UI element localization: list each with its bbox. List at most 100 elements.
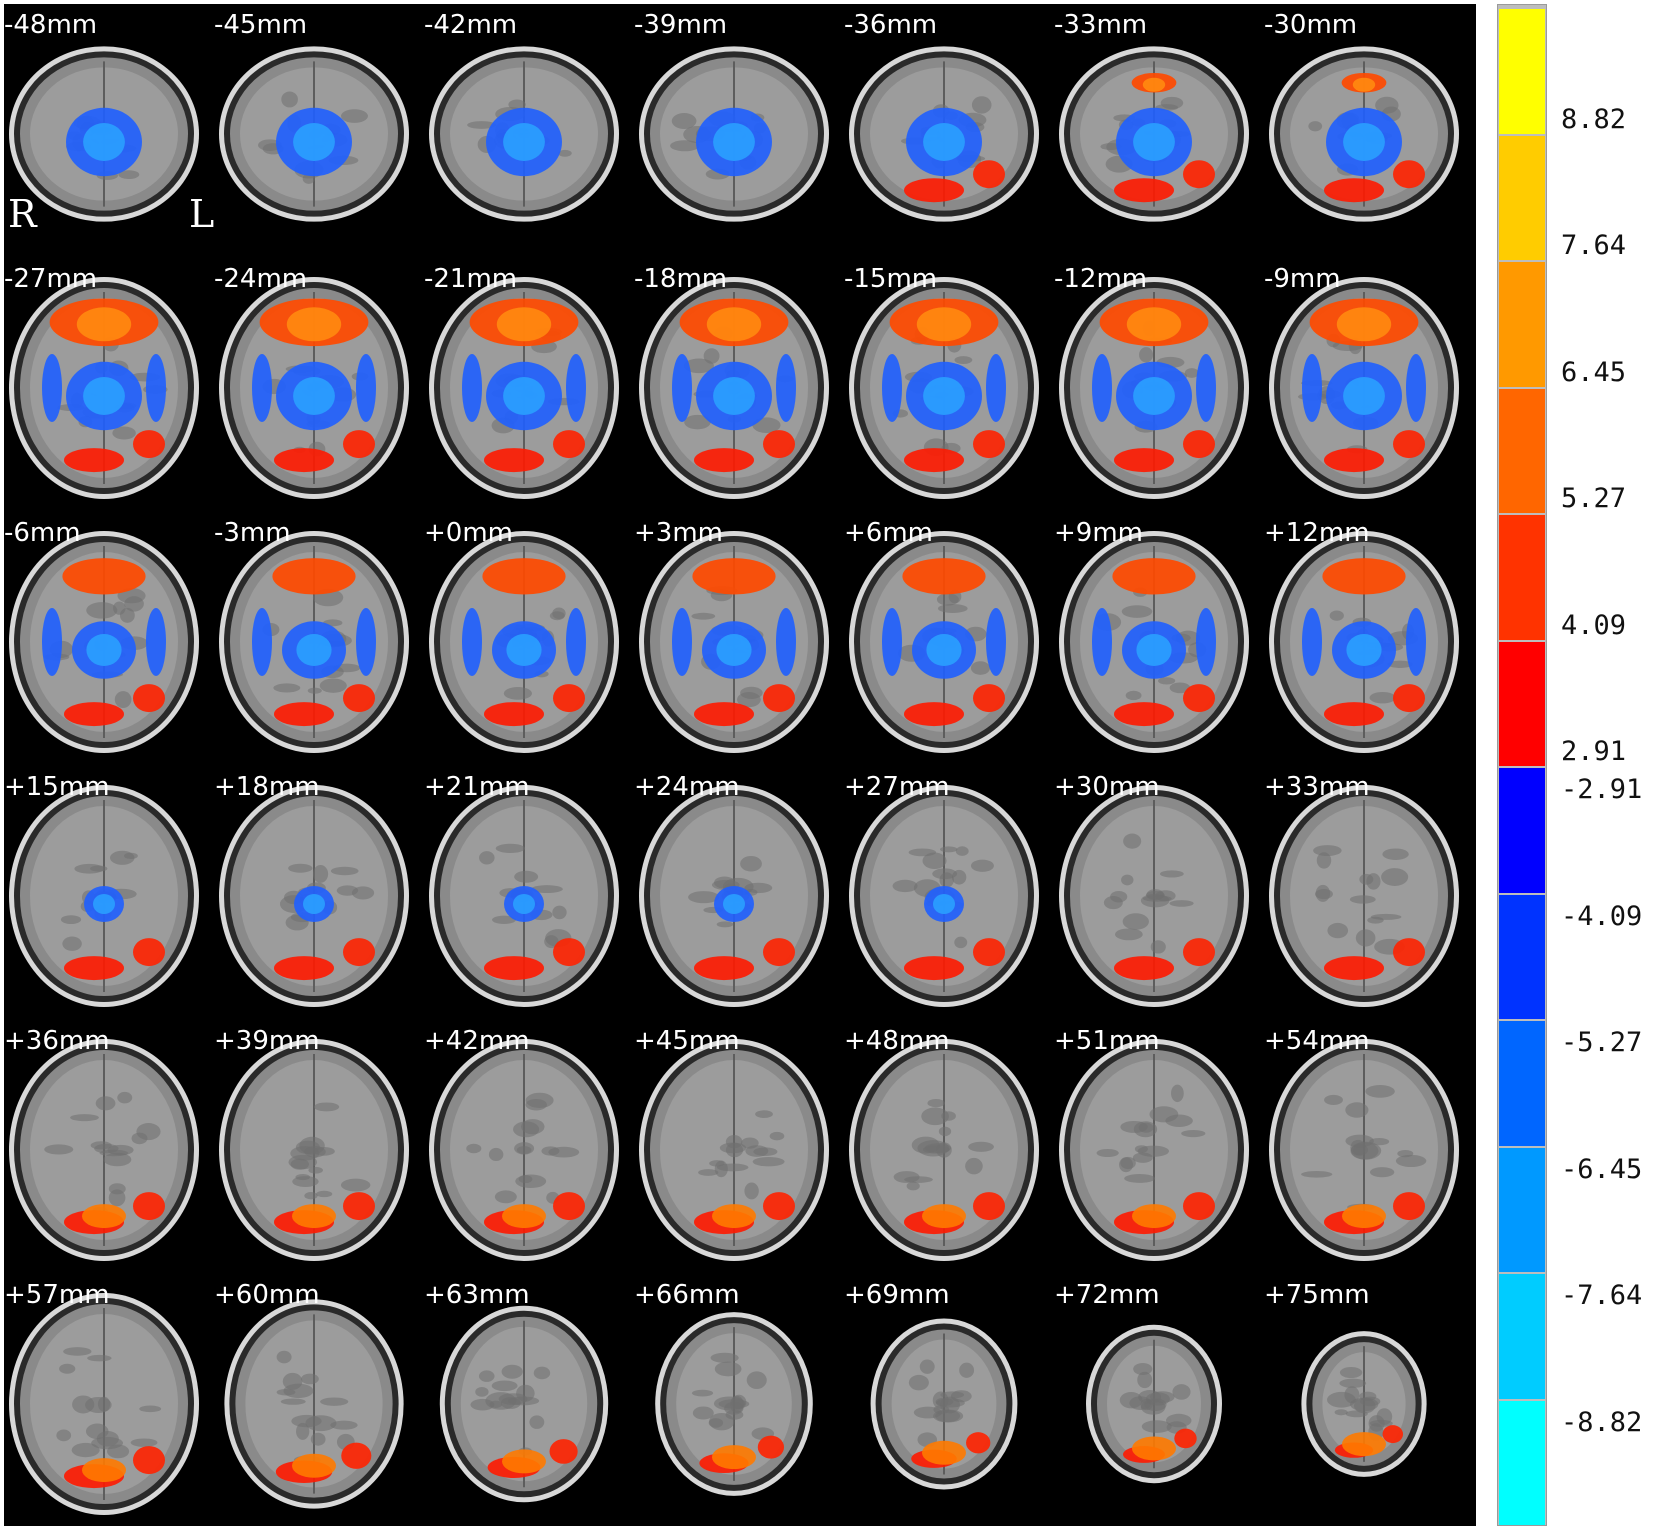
slice-coordinate-label: +57mm — [4, 1280, 110, 1310]
brain-slice: -15mm — [844, 258, 1054, 512]
color-scale-tick-label: 2.91 — [1561, 736, 1627, 767]
brain-slice: +6mm — [844, 512, 1054, 766]
brain-slice: +12mm — [1264, 512, 1474, 766]
slice-coordinate-label: +15mm — [4, 772, 110, 802]
color-scale-tick-label: -4.09 — [1561, 900, 1643, 932]
brain-slice: -30mm — [1264, 4, 1474, 258]
brain-slice-image — [429, 46, 619, 222]
slice-coordinate-label: +60mm — [214, 1280, 320, 1310]
brain-slice-image — [219, 1039, 409, 1261]
brain-slice-image — [1086, 1324, 1222, 1484]
slice-coordinate-label: -15mm — [844, 264, 938, 294]
brain-slice: -24mm — [214, 258, 424, 512]
brain-slice-image — [1269, 277, 1459, 499]
brain-slice-image — [9, 46, 199, 222]
slice-coordinate-label: +45mm — [634, 1026, 740, 1056]
brain-slice-image — [849, 46, 1039, 222]
brain-slice: +33mm — [1264, 766, 1474, 1020]
slice-coordinate-label: -3mm — [214, 518, 291, 548]
brain-slice: -48mm — [4, 4, 214, 258]
brain-slice: +63mm — [424, 1274, 634, 1526]
brain-slice-image — [849, 277, 1039, 499]
brain-slice-image — [429, 1039, 619, 1261]
color-scale-tick-label: -8.82 — [1561, 1406, 1643, 1438]
brain-slice: -33mm — [1054, 4, 1264, 258]
brain-slice: -45mm — [214, 4, 424, 258]
slice-coordinate-label: +75mm — [1264, 1280, 1370, 1310]
color-scale-tick-label: -7.64 — [1561, 1280, 1643, 1311]
color-scale-segment — [1499, 641, 1545, 766]
brain-slice-image — [1269, 531, 1459, 753]
slice-coordinate-label: +9mm — [1054, 518, 1143, 548]
brain-slice: -9mm — [1264, 258, 1474, 512]
brain-slice-image — [219, 531, 409, 753]
slice-coordinate-label: +27mm — [844, 772, 950, 802]
color-scale-segment — [1499, 1400, 1545, 1525]
brain-slice: +0mm — [424, 512, 634, 766]
brain-slice: -36mm — [844, 4, 1054, 258]
color-scale-segment — [1499, 388, 1545, 513]
slice-coordinate-label: -12mm — [1054, 264, 1148, 294]
slice-coordinate-label: +0mm — [424, 518, 513, 548]
color-scale-tick-label: -5.27 — [1561, 1027, 1643, 1058]
brain-slice: +51mm — [1054, 1020, 1264, 1274]
brain-slice-image — [9, 785, 199, 1007]
brain-slice: +36mm — [4, 1020, 214, 1274]
color-scale-tick-label: -2.91 — [1561, 774, 1643, 805]
slice-coordinate-label: -45mm — [214, 10, 308, 40]
brain-slice-image — [870, 1318, 1018, 1490]
brain-slice-image — [429, 531, 619, 753]
brain-slice: +57mm — [4, 1274, 214, 1526]
slice-coordinate-label: +69mm — [844, 1280, 950, 1310]
brain-slice: +42mm — [424, 1020, 634, 1274]
brain-slice-image — [1059, 531, 1249, 753]
brain-slice: +3mm — [634, 512, 844, 766]
slice-coordinate-label: +18mm — [214, 772, 320, 802]
brain-slice: -18mm — [634, 258, 844, 512]
brain-slice: +66mm — [634, 1274, 844, 1526]
color-scale-segment — [1499, 1147, 1545, 1272]
brain-slice: -27mm — [4, 258, 214, 512]
brain-slice-image — [639, 46, 829, 222]
brain-slice-image — [9, 1039, 199, 1261]
brain-slice-image — [1301, 1331, 1427, 1477]
slice-coordinate-label: -24mm — [214, 264, 308, 294]
color-scale-tick-label: 7.64 — [1561, 230, 1627, 261]
brain-slice: +21mm — [424, 766, 634, 1020]
brain-slice-image — [439, 1305, 609, 1503]
slice-coordinate-label: +24mm — [634, 772, 740, 802]
brain-slice: +18mm — [214, 766, 424, 1020]
brain-slice: +27mm — [844, 766, 1054, 1020]
color-scale-segment — [1499, 1274, 1545, 1399]
slice-coordinate-label: -48mm — [4, 10, 98, 40]
slice-coordinate-label: +6mm — [844, 518, 933, 548]
brain-slice-image — [429, 785, 619, 1007]
color-scale-tick-label: 6.45 — [1561, 356, 1627, 388]
brain-slice: -21mm — [424, 258, 634, 512]
brain-slice: -42mm — [424, 4, 634, 258]
slice-coordinate-label: -6mm — [4, 518, 81, 548]
brain-slice-image — [1269, 785, 1459, 1007]
slice-coordinate-label: +54mm — [1264, 1026, 1370, 1056]
brain-slice-image — [1059, 277, 1249, 499]
color-scale-segment — [1499, 894, 1545, 1019]
brain-slice: -39mm — [634, 4, 844, 258]
slice-coordinate-label: +36mm — [4, 1026, 110, 1056]
slice-coordinate-label: +66mm — [634, 1280, 740, 1310]
brain-slice-image — [429, 277, 619, 499]
brain-slice-image — [219, 785, 409, 1007]
color-scale-segment — [1499, 1021, 1545, 1146]
brain-slice-image — [849, 531, 1039, 753]
brain-slice: +48mm — [844, 1020, 1054, 1274]
brain-slice: +75mm — [1264, 1274, 1474, 1526]
brain-slice-image — [9, 277, 199, 499]
brain-slice: +15mm — [4, 766, 214, 1020]
brain-slice: -12mm — [1054, 258, 1264, 512]
color-scale-tick-label: 5.27 — [1561, 483, 1627, 514]
color-scale-segment — [1499, 515, 1545, 640]
slice-coordinate-label: -9mm — [1264, 264, 1341, 294]
brain-slice-image — [639, 277, 829, 499]
brain-slice: +24mm — [634, 766, 844, 1020]
brain-slice-image — [849, 785, 1039, 1007]
brain-slice: +30mm — [1054, 766, 1264, 1020]
